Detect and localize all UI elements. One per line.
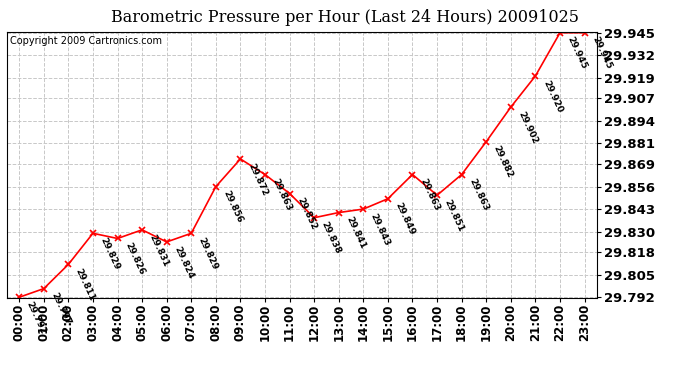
Text: 29.851: 29.851 [442, 198, 466, 233]
Text: Copyright 2009 Cartronics.com: Copyright 2009 Cartronics.com [10, 36, 162, 46]
Text: 29.826: 29.826 [123, 241, 146, 276]
Text: 29.841: 29.841 [344, 215, 367, 251]
Text: 29.945: 29.945 [590, 36, 613, 71]
Text: 29.838: 29.838 [319, 220, 342, 256]
Text: 29.856: 29.856 [221, 189, 244, 225]
Text: Barometric Pressure per Hour (Last 24 Hours) 20091025: Barometric Pressure per Hour (Last 24 Ho… [111, 9, 579, 26]
Text: 29.945: 29.945 [566, 36, 589, 71]
Text: 29.797: 29.797 [49, 291, 72, 327]
Text: 29.902: 29.902 [516, 110, 539, 145]
Text: 29.843: 29.843 [369, 212, 392, 247]
Text: 29.829: 29.829 [99, 236, 121, 272]
Text: 29.863: 29.863 [270, 177, 293, 213]
Text: 29.829: 29.829 [197, 236, 219, 272]
Text: 29.792: 29.792 [25, 300, 48, 336]
Text: 29.863: 29.863 [467, 177, 490, 213]
Text: 29.872: 29.872 [246, 162, 269, 197]
Text: 29.920: 29.920 [541, 79, 564, 114]
Text: 29.824: 29.824 [172, 245, 195, 280]
Text: 29.831: 29.831 [148, 232, 170, 268]
Text: 29.882: 29.882 [492, 144, 515, 180]
Text: 29.849: 29.849 [393, 201, 416, 237]
Text: 29.863: 29.863 [418, 177, 441, 213]
Text: 29.852: 29.852 [295, 196, 318, 232]
Text: 29.811: 29.811 [74, 267, 97, 303]
